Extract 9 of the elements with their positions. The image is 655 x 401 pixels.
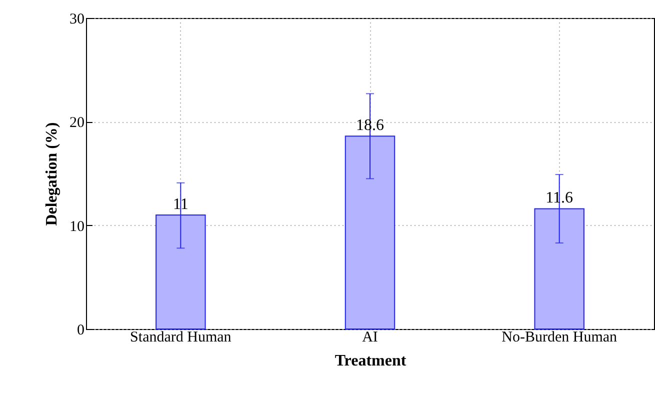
- y-tick-label: 20: [70, 115, 84, 132]
- x-tick-label: No-Burden Human: [502, 330, 618, 346]
- x-axis-title: Treatment: [334, 352, 407, 370]
- y-axis-title: Delegation (%): [44, 122, 60, 226]
- y-tick-label: 10: [70, 218, 84, 235]
- y-tick-label: 30: [70, 12, 84, 28]
- x-tick-label: Standard Human: [130, 330, 232, 346]
- x-tick-label: AI: [362, 330, 378, 346]
- y-tick-label: 0: [77, 322, 84, 338]
